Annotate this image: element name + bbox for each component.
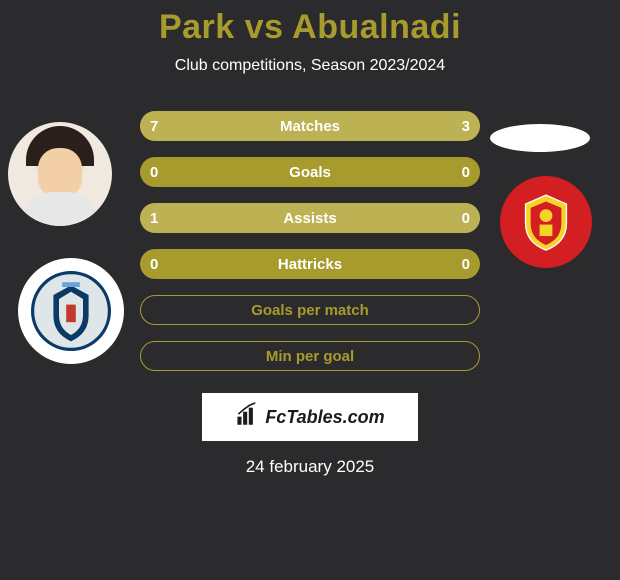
subtitle: Club competitions, Season 2023/2024 — [0, 57, 620, 75]
brand-text: FcTables.com — [265, 407, 384, 428]
stat-value-right: 0 — [462, 256, 470, 273]
stat-row-goals-per-match: Goals per match — [140, 295, 480, 325]
stat-row-hattricks: 0 0 Hattricks — [140, 249, 480, 279]
stat-value-right: 0 — [462, 164, 470, 181]
stat-label: Goals — [289, 164, 331, 181]
stat-value-left: 1 — [150, 210, 158, 227]
club-right-crest — [500, 176, 592, 268]
stat-row-goals: 0 0 Goals — [140, 157, 480, 187]
stat-value-right: 0 — [462, 210, 470, 227]
stat-value-left: 7 — [150, 118, 158, 135]
stat-label: Assists — [283, 210, 336, 227]
stat-label: Hattricks — [278, 256, 342, 273]
stat-row-min-per-goal: Min per goal — [140, 341, 480, 371]
chart-icon — [235, 402, 261, 433]
date-label: 24 february 2025 — [0, 457, 620, 477]
stat-label: Goals per match — [251, 302, 369, 319]
stat-row-matches: 7 3 Matches — [140, 111, 480, 141]
stat-label: Min per goal — [266, 348, 354, 365]
player-left-avatar — [8, 122, 112, 226]
page-title: Park vs Abualnadi — [0, 0, 620, 47]
stat-label: Matches — [280, 118, 340, 135]
title-player-left: Park — [159, 8, 235, 46]
title-vs: vs — [245, 8, 284, 46]
bar-fill-left — [140, 111, 378, 141]
stat-value-left: 0 — [150, 164, 158, 181]
brand-badge[interactable]: FcTables.com — [202, 393, 418, 441]
stat-row-assists: 1 0 Assists — [140, 203, 480, 233]
club-left-crest — [18, 258, 124, 364]
stat-value-left: 0 — [150, 256, 158, 273]
player-right-avatar — [490, 124, 590, 152]
stat-value-right: 3 — [462, 118, 470, 135]
title-player-right: Abualnadi — [292, 8, 461, 46]
